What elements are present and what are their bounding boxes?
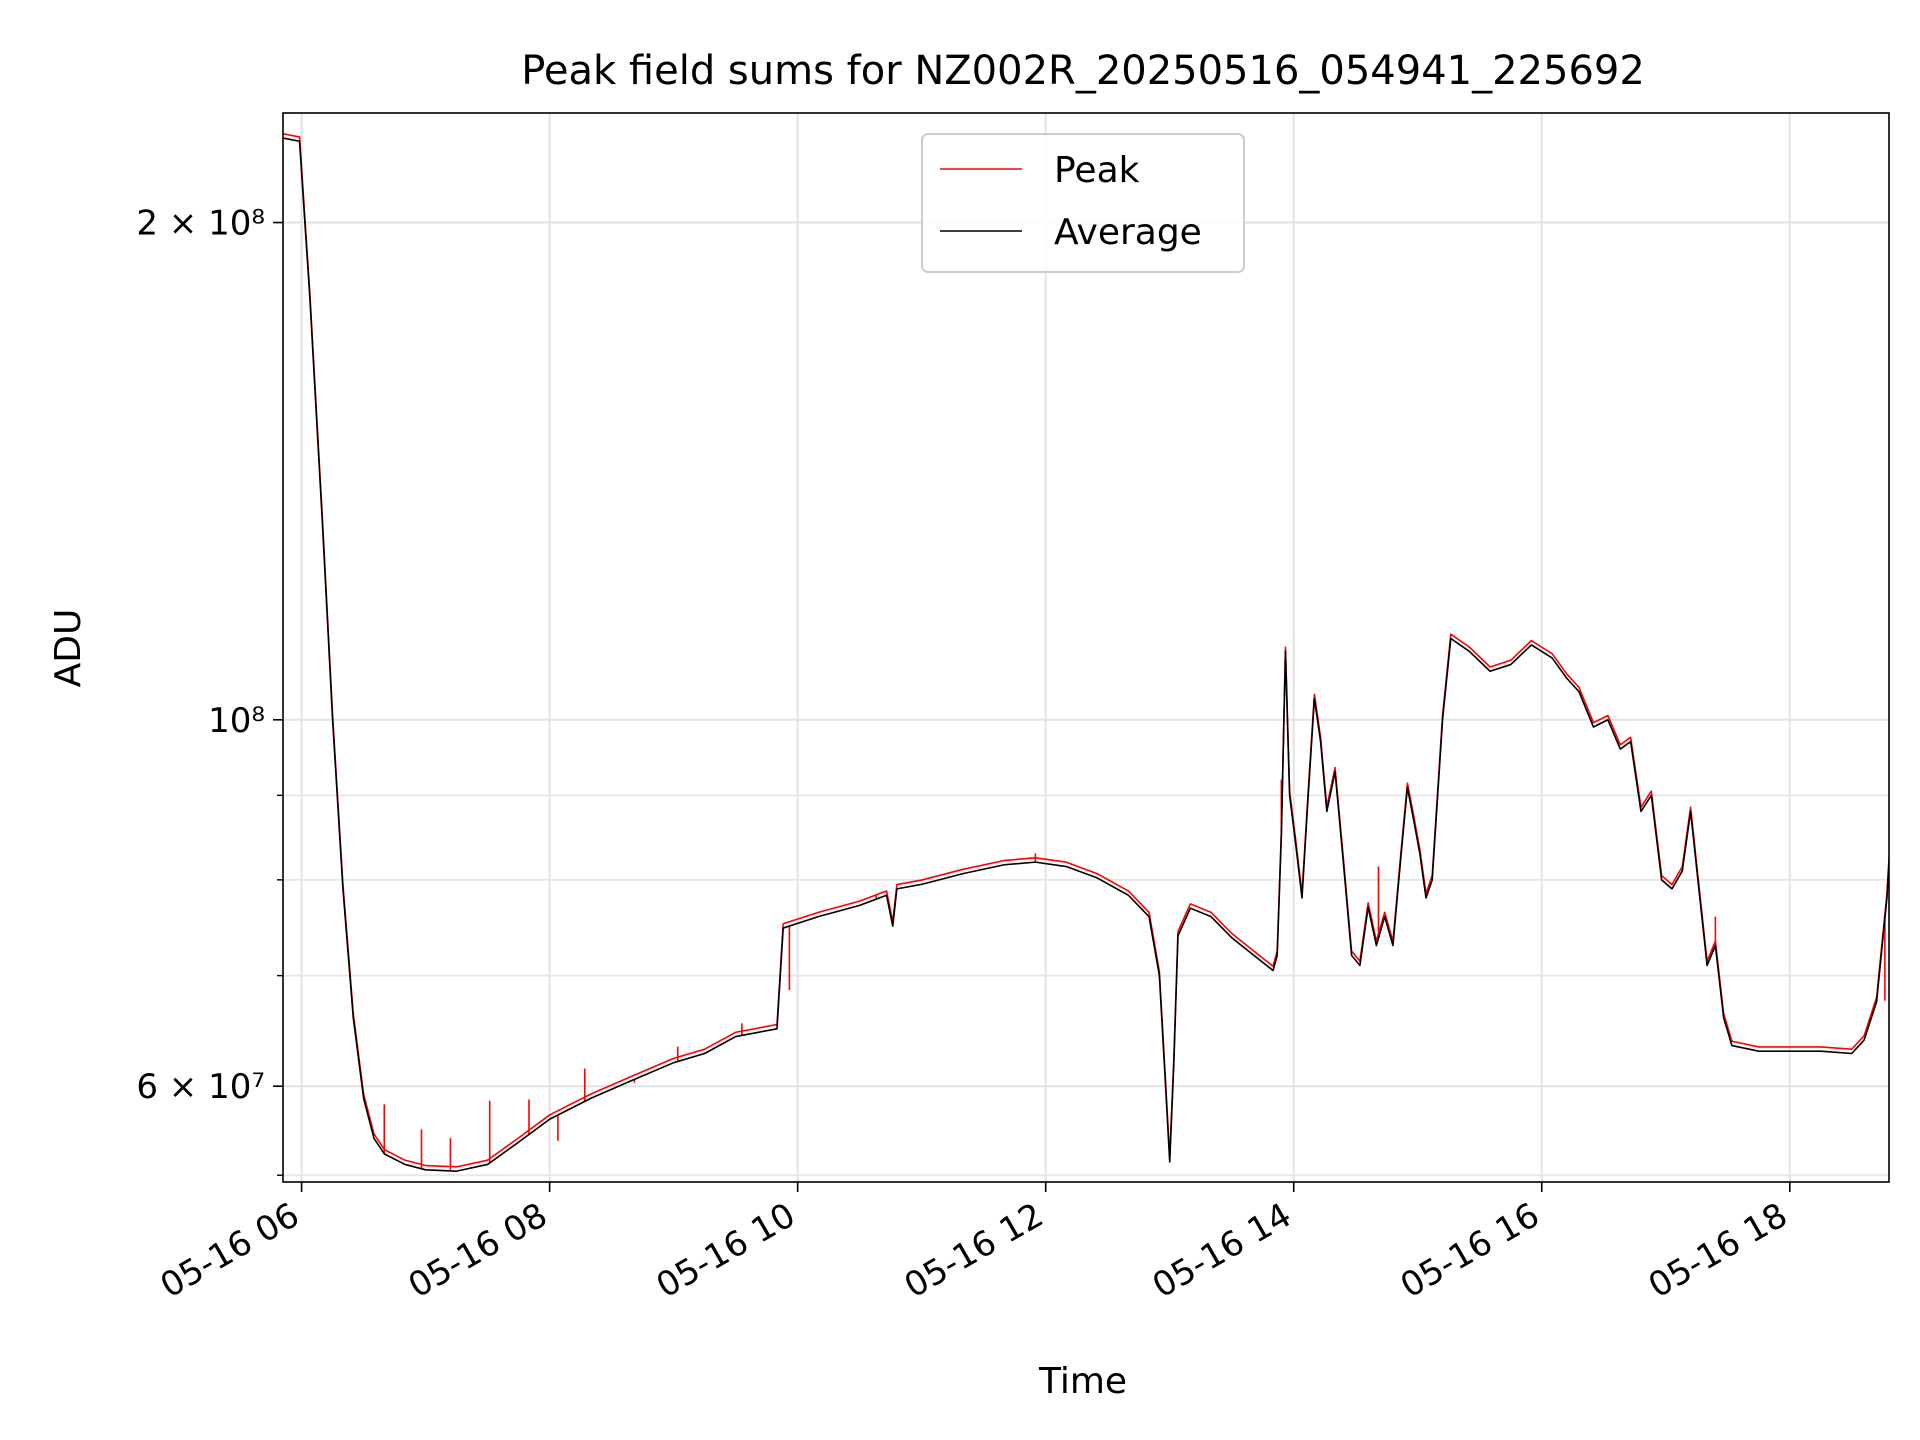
average-series-line — [283, 137, 1889, 1172]
legend: Peak Average — [921, 133, 1245, 273]
chart-title: Peak field sums for NZ002R_20250516_0549… — [521, 48, 1645, 94]
x-axis-label: Time — [1038, 1361, 1127, 1402]
y-tick-label: 2 × 10⁸ — [136, 204, 265, 244]
legend-label-average: Average — [1054, 212, 1202, 253]
y-axis-label: ADU — [48, 609, 89, 688]
legend-label-peak: Peak — [1054, 150, 1140, 191]
y-tick-label: 10⁸ — [208, 701, 265, 741]
plot-frame — [282, 112, 1890, 1183]
plot-lines — [283, 132, 1889, 1172]
y-tick-label: 6 × 10⁷ — [136, 1067, 265, 1107]
